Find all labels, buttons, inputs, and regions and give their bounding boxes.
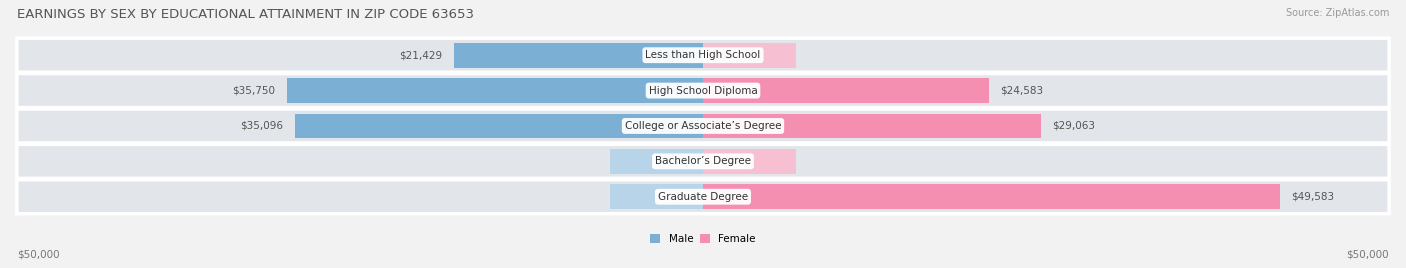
Text: $35,096: $35,096 (240, 121, 283, 131)
Bar (287, 78, 703, 103)
Text: Less than High School: Less than High School (645, 50, 761, 60)
Bar (610, 149, 703, 174)
Text: $21,429: $21,429 (399, 50, 441, 60)
Bar (454, 43, 703, 68)
Text: $35,750: $35,750 (232, 85, 276, 96)
Text: $24,583: $24,583 (1001, 85, 1043, 96)
Bar (610, 184, 703, 209)
Text: EARNINGS BY SEX BY EDUCATIONAL ATTAINMENT IN ZIP CODE 63653: EARNINGS BY SEX BY EDUCATIONAL ATTAINMEN… (17, 8, 474, 21)
FancyBboxPatch shape (17, 144, 1389, 178)
FancyBboxPatch shape (17, 38, 1389, 72)
Text: $29,063: $29,063 (1053, 121, 1095, 131)
Text: Bachelor’s Degree: Bachelor’s Degree (655, 156, 751, 166)
Text: Graduate Degree: Graduate Degree (658, 192, 748, 202)
Text: College or Associate’s Degree: College or Associate’s Degree (624, 121, 782, 131)
FancyBboxPatch shape (17, 74, 1389, 107)
Text: $50,000: $50,000 (1347, 250, 1389, 260)
FancyBboxPatch shape (17, 180, 1389, 214)
Text: $0: $0 (672, 192, 686, 202)
FancyBboxPatch shape (17, 109, 1389, 143)
Text: High School Diploma: High School Diploma (648, 85, 758, 96)
Bar (703, 149, 796, 174)
Bar (703, 78, 988, 103)
Text: $0: $0 (672, 156, 686, 166)
Bar (703, 43, 796, 68)
Text: Source: ZipAtlas.com: Source: ZipAtlas.com (1285, 8, 1389, 18)
Text: $0: $0 (720, 156, 734, 166)
Text: $0: $0 (720, 50, 734, 60)
Text: $49,583: $49,583 (1291, 192, 1334, 202)
Bar (295, 114, 703, 138)
Bar (703, 114, 1040, 138)
Bar (703, 184, 1279, 209)
Text: $50,000: $50,000 (17, 250, 59, 260)
Legend: Male, Female: Male, Female (645, 230, 761, 248)
